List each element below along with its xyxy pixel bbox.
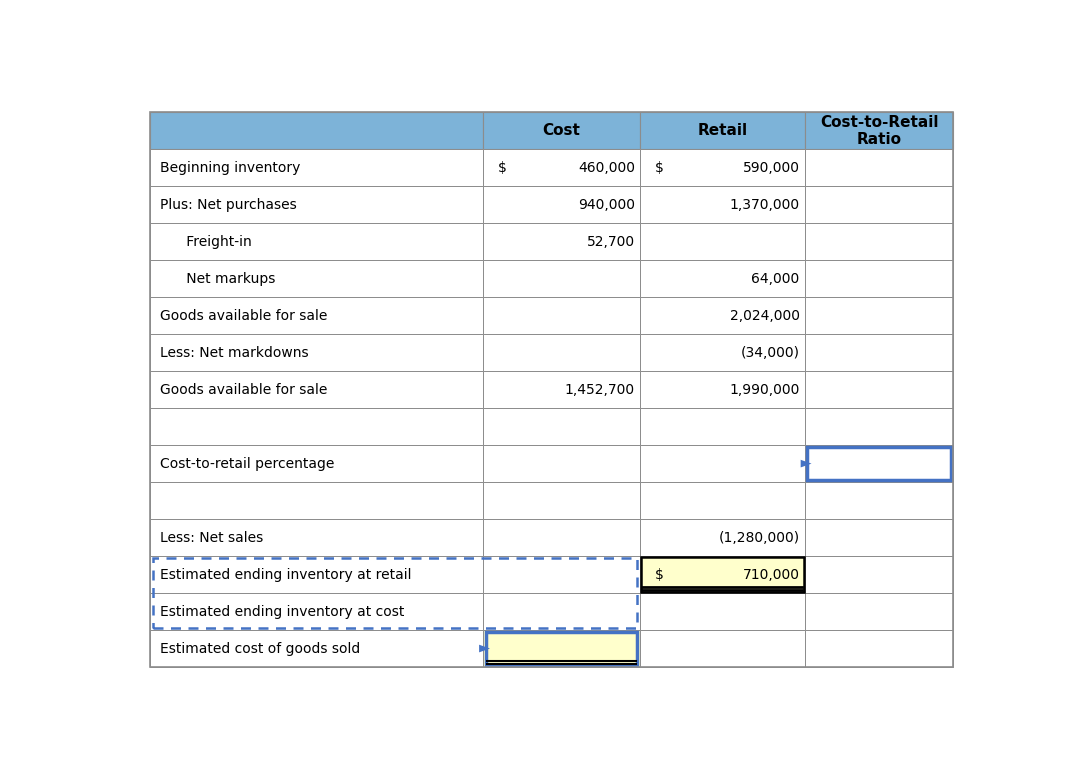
Bar xyxy=(483,223,640,261)
Text: Goods available for sale: Goods available for sale xyxy=(159,309,327,322)
Bar xyxy=(805,519,953,556)
Text: 460,000: 460,000 xyxy=(578,160,635,175)
Bar xyxy=(805,112,953,149)
Text: Cost-to-Retail
Ratio: Cost-to-Retail Ratio xyxy=(820,115,938,147)
Text: Goods available for sale: Goods available for sale xyxy=(159,383,327,397)
Bar xyxy=(805,556,953,593)
Bar xyxy=(640,112,805,149)
Bar xyxy=(150,556,483,593)
Text: 710,000: 710,000 xyxy=(742,568,799,581)
Text: Freight-in: Freight-in xyxy=(159,235,252,249)
Bar xyxy=(640,408,805,445)
Bar xyxy=(805,408,953,445)
Bar xyxy=(483,371,640,408)
Bar xyxy=(640,630,805,667)
Bar xyxy=(150,519,483,556)
Text: Retail: Retail xyxy=(697,123,748,138)
Bar xyxy=(483,519,640,556)
Text: Cost: Cost xyxy=(542,123,580,138)
Text: $: $ xyxy=(655,160,664,175)
Bar xyxy=(150,334,483,371)
Text: 1,990,000: 1,990,000 xyxy=(730,383,799,397)
Bar xyxy=(805,593,953,630)
Bar xyxy=(640,186,805,223)
Bar xyxy=(483,593,640,630)
Bar xyxy=(640,334,805,371)
Text: Estimated ending inventory at retail: Estimated ending inventory at retail xyxy=(159,568,411,581)
Bar xyxy=(640,557,804,592)
Bar xyxy=(483,445,640,482)
Bar xyxy=(150,408,483,445)
Bar xyxy=(150,371,483,408)
Bar xyxy=(150,593,483,630)
Bar xyxy=(805,445,953,482)
Bar xyxy=(805,482,953,519)
Bar xyxy=(805,371,953,408)
Bar xyxy=(483,482,640,519)
Bar xyxy=(150,223,483,261)
Bar xyxy=(640,297,805,334)
Text: 2,024,000: 2,024,000 xyxy=(730,309,799,322)
Bar xyxy=(805,334,953,371)
Text: Plus: Net purchases: Plus: Net purchases xyxy=(159,198,296,212)
Bar xyxy=(805,223,953,261)
Bar xyxy=(805,297,953,334)
Bar xyxy=(640,223,805,261)
Text: Beginning inventory: Beginning inventory xyxy=(159,160,300,175)
Text: 940,000: 940,000 xyxy=(578,198,635,212)
Bar xyxy=(150,149,483,186)
Bar xyxy=(483,297,640,334)
Text: 590,000: 590,000 xyxy=(742,160,799,175)
Text: 1,452,700: 1,452,700 xyxy=(565,383,635,397)
Text: Estimated cost of goods sold: Estimated cost of goods sold xyxy=(159,642,359,656)
Bar xyxy=(485,632,637,665)
Bar xyxy=(150,186,483,223)
Bar xyxy=(483,408,640,445)
Text: Cost-to-retail percentage: Cost-to-retail percentage xyxy=(159,457,334,471)
Text: Estimated ending inventory at cost: Estimated ending inventory at cost xyxy=(159,604,404,619)
Text: $: $ xyxy=(655,568,664,581)
Bar xyxy=(805,630,953,667)
Bar xyxy=(640,519,805,556)
Text: Less: Net sales: Less: Net sales xyxy=(159,530,263,545)
Text: 64,000: 64,000 xyxy=(751,272,799,286)
Bar xyxy=(640,482,805,519)
Bar xyxy=(150,112,483,149)
Bar xyxy=(807,447,951,481)
Text: (1,280,000): (1,280,000) xyxy=(719,530,799,545)
Bar xyxy=(483,261,640,297)
Bar xyxy=(640,556,805,593)
Bar xyxy=(805,186,953,223)
Bar xyxy=(483,556,640,593)
Bar xyxy=(150,482,483,519)
Bar xyxy=(153,558,637,628)
Text: (34,000): (34,000) xyxy=(740,345,799,360)
Bar xyxy=(805,149,953,186)
Polygon shape xyxy=(801,460,811,468)
Bar xyxy=(640,371,805,408)
Bar xyxy=(483,186,640,223)
Bar xyxy=(150,297,483,334)
Bar xyxy=(640,445,805,482)
Bar xyxy=(150,445,483,482)
Text: Net markups: Net markups xyxy=(159,272,274,286)
Bar xyxy=(483,334,640,371)
Polygon shape xyxy=(479,645,490,652)
Bar xyxy=(640,593,805,630)
Bar xyxy=(150,630,483,667)
Bar xyxy=(150,261,483,297)
Bar xyxy=(483,149,640,186)
Text: Less: Net markdowns: Less: Net markdowns xyxy=(159,345,308,360)
Bar xyxy=(483,630,640,667)
Bar xyxy=(640,149,805,186)
Text: 52,700: 52,700 xyxy=(586,235,635,249)
Bar xyxy=(483,112,640,149)
Text: 1,370,000: 1,370,000 xyxy=(730,198,799,212)
Text: $: $ xyxy=(498,160,507,175)
Bar xyxy=(805,261,953,297)
Bar xyxy=(640,261,805,297)
